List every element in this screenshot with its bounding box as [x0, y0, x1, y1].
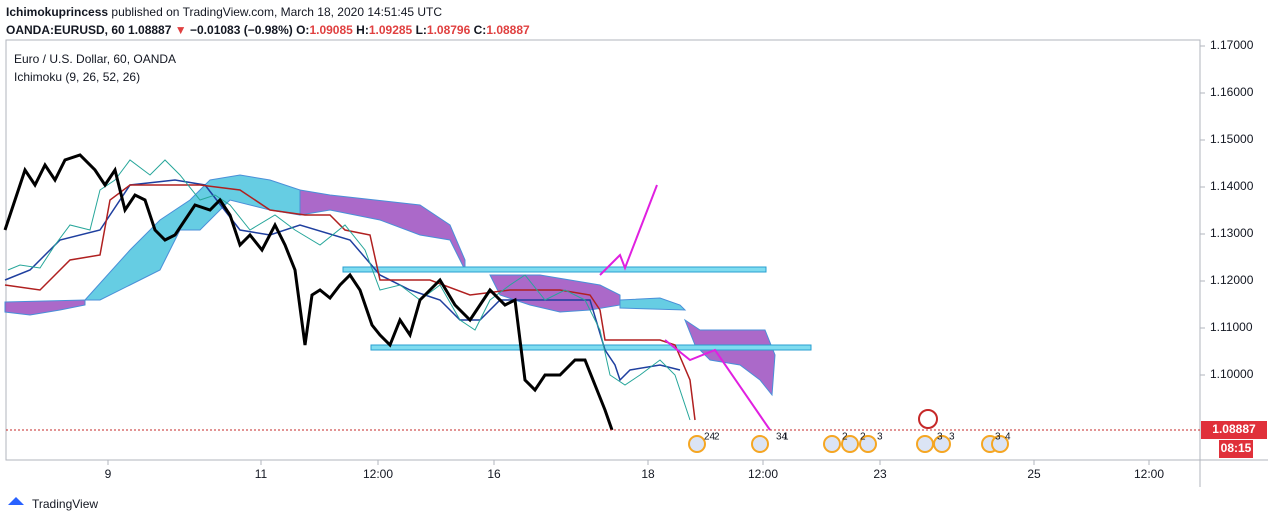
footer: TradingView — [32, 497, 98, 511]
event-icon — [841, 435, 859, 453]
high-label: H: — [356, 23, 369, 37]
symbol: OANDA:EURUSD, 60 — [6, 23, 125, 37]
event-count: 1 — [783, 432, 789, 443]
event-count: 3 — [937, 432, 943, 443]
time-label: 16 — [487, 467, 501, 481]
zone-box — [370, 344, 812, 351]
event-count: 3 — [949, 432, 955, 443]
time-label: 12:00 — [1134, 467, 1164, 481]
high: 1.09285 — [368, 23, 413, 37]
cloud-bullish — [619, 297, 687, 311]
kijun-line — [4, 184, 696, 421]
price-label: 1.13000 — [1210, 226, 1254, 240]
cloud-bearish — [299, 189, 466, 271]
price-label: 1.16000 — [1210, 85, 1254, 99]
zone-box — [342, 266, 767, 273]
countdown-tag — [1219, 440, 1253, 458]
event-icon — [991, 435, 1009, 453]
cloud-bearish — [683, 318, 776, 397]
close-label: C: — [473, 23, 487, 37]
projection-down — [664, 339, 771, 431]
countdown: 08:15 — [1221, 441, 1252, 455]
price-label: 1.10000 — [1210, 367, 1254, 381]
event-count: 3 — [877, 432, 883, 443]
event-count: 2 — [714, 432, 720, 443]
open: 1.09085 — [309, 23, 353, 37]
last: 1.08887 — [128, 23, 172, 37]
time-label: 9 — [105, 467, 112, 481]
event-icon — [688, 435, 706, 453]
time-label: 23 — [873, 467, 887, 481]
event-icon — [916, 435, 934, 453]
event-icon — [751, 435, 769, 453]
event-count: 34 — [776, 432, 788, 443]
projection-up — [599, 184, 658, 276]
change: −0.01083 (−0.98%) — [190, 23, 293, 37]
event-count: 2 — [842, 432, 848, 443]
chart-frame — [5, 39, 1201, 461]
event-count: 3 — [995, 432, 1001, 443]
arrow: ▼ — [174, 23, 187, 37]
event-count: 4 — [1005, 432, 1011, 443]
time-label: 12:00 — [363, 467, 393, 481]
current-price-tag — [1201, 421, 1267, 439]
price-candles — [7, 159, 691, 421]
event-icon — [823, 435, 841, 453]
logo — [8, 497, 24, 505]
price-label: 1.17000 — [1210, 38, 1254, 52]
price-label: 1.14000 — [1210, 179, 1254, 193]
current-price: 1.08887 — [1212, 422, 1256, 436]
close: 1.08887 — [486, 23, 530, 37]
publish-line: Ichimokuprincess published on TradingVie… — [6, 5, 442, 19]
event-icon — [933, 435, 951, 453]
time-label: 25 — [1027, 467, 1041, 481]
published: published on TradingView.com, March 18, … — [111, 5, 443, 19]
quote-line: OANDA:EURUSD, 60 1.08887 ▼ −0.01083 (−0.… — [6, 23, 530, 37]
cloud-bearish — [4, 299, 86, 316]
event-count: 24 — [704, 432, 716, 443]
event-count: 2 — [860, 432, 866, 443]
instrument: Euro / U.S. Dollar, 60, OANDA — [14, 52, 176, 66]
low: 1.08796 — [426, 23, 471, 37]
price-label: 1.11000 — [1210, 320, 1253, 334]
price-label: 1.12000 — [1210, 273, 1254, 287]
event-icon — [918, 409, 938, 429]
open-label: O: — [296, 23, 310, 37]
chikou-line — [3, 153, 614, 431]
time-label: 18 — [641, 467, 655, 481]
time-label: 11 — [255, 467, 268, 481]
low-label: L: — [415, 23, 427, 37]
author: Ichimokuprincess — [6, 5, 109, 19]
time-label: 12:00 — [748, 467, 778, 481]
indicator: Ichimoku (9, 26, 52, 26) — [14, 70, 140, 84]
cloud-bearish — [489, 274, 621, 313]
event-icon — [859, 435, 877, 453]
price-label: 1.15000 — [1210, 132, 1254, 146]
